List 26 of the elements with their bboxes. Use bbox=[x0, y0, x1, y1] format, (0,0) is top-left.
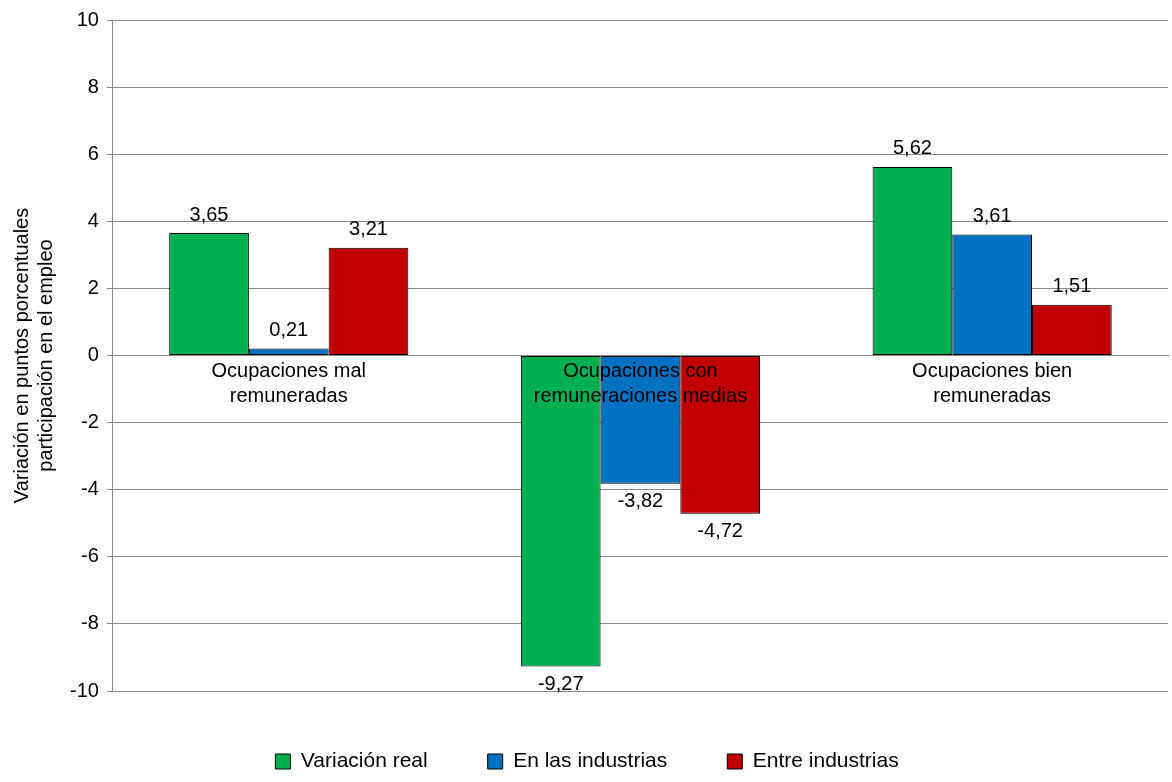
data-label: 0,21 bbox=[269, 317, 309, 340]
data-label: 1,51 bbox=[1052, 274, 1092, 297]
data-label: 3,21 bbox=[349, 217, 388, 240]
data-label: 5,62 bbox=[892, 136, 932, 159]
data-label: 3,61 bbox=[972, 203, 1012, 226]
y-tick-label: -2 bbox=[81, 410, 99, 433]
legend-label: En las industrias bbox=[513, 748, 668, 772]
y-tick-label: -4 bbox=[81, 477, 99, 500]
data-label: -9,27 bbox=[537, 672, 584, 695]
y-tick-label: -8 bbox=[81, 611, 99, 634]
y-tick-label: 2 bbox=[87, 275, 99, 298]
y-tick-label: 8 bbox=[87, 74, 99, 97]
data-label: -3,82 bbox=[617, 489, 664, 512]
legend-label: Variación real bbox=[300, 748, 428, 772]
data-label: 3,65 bbox=[189, 202, 229, 225]
y-tick-label: 4 bbox=[87, 208, 99, 231]
x-tick-label: Ocupaciones bien remuneradas bbox=[912, 359, 1073, 407]
data-label: -4,72 bbox=[697, 519, 743, 542]
x-tick-label: Ocupaciones mal remuneradas bbox=[211, 359, 367, 407]
legend-label: Entre industrias bbox=[752, 748, 899, 772]
y-tick-label: 10 bbox=[76, 7, 99, 30]
y-tick-label: 6 bbox=[87, 141, 99, 164]
y-tick-label: -6 bbox=[81, 544, 99, 567]
y-tick-label: -10 bbox=[70, 678, 99, 701]
y-tick-label: 0 bbox=[87, 343, 99, 366]
y-axis-title: Variación en puntos porcentuales participación en el empleo bbox=[9, 207, 56, 504]
